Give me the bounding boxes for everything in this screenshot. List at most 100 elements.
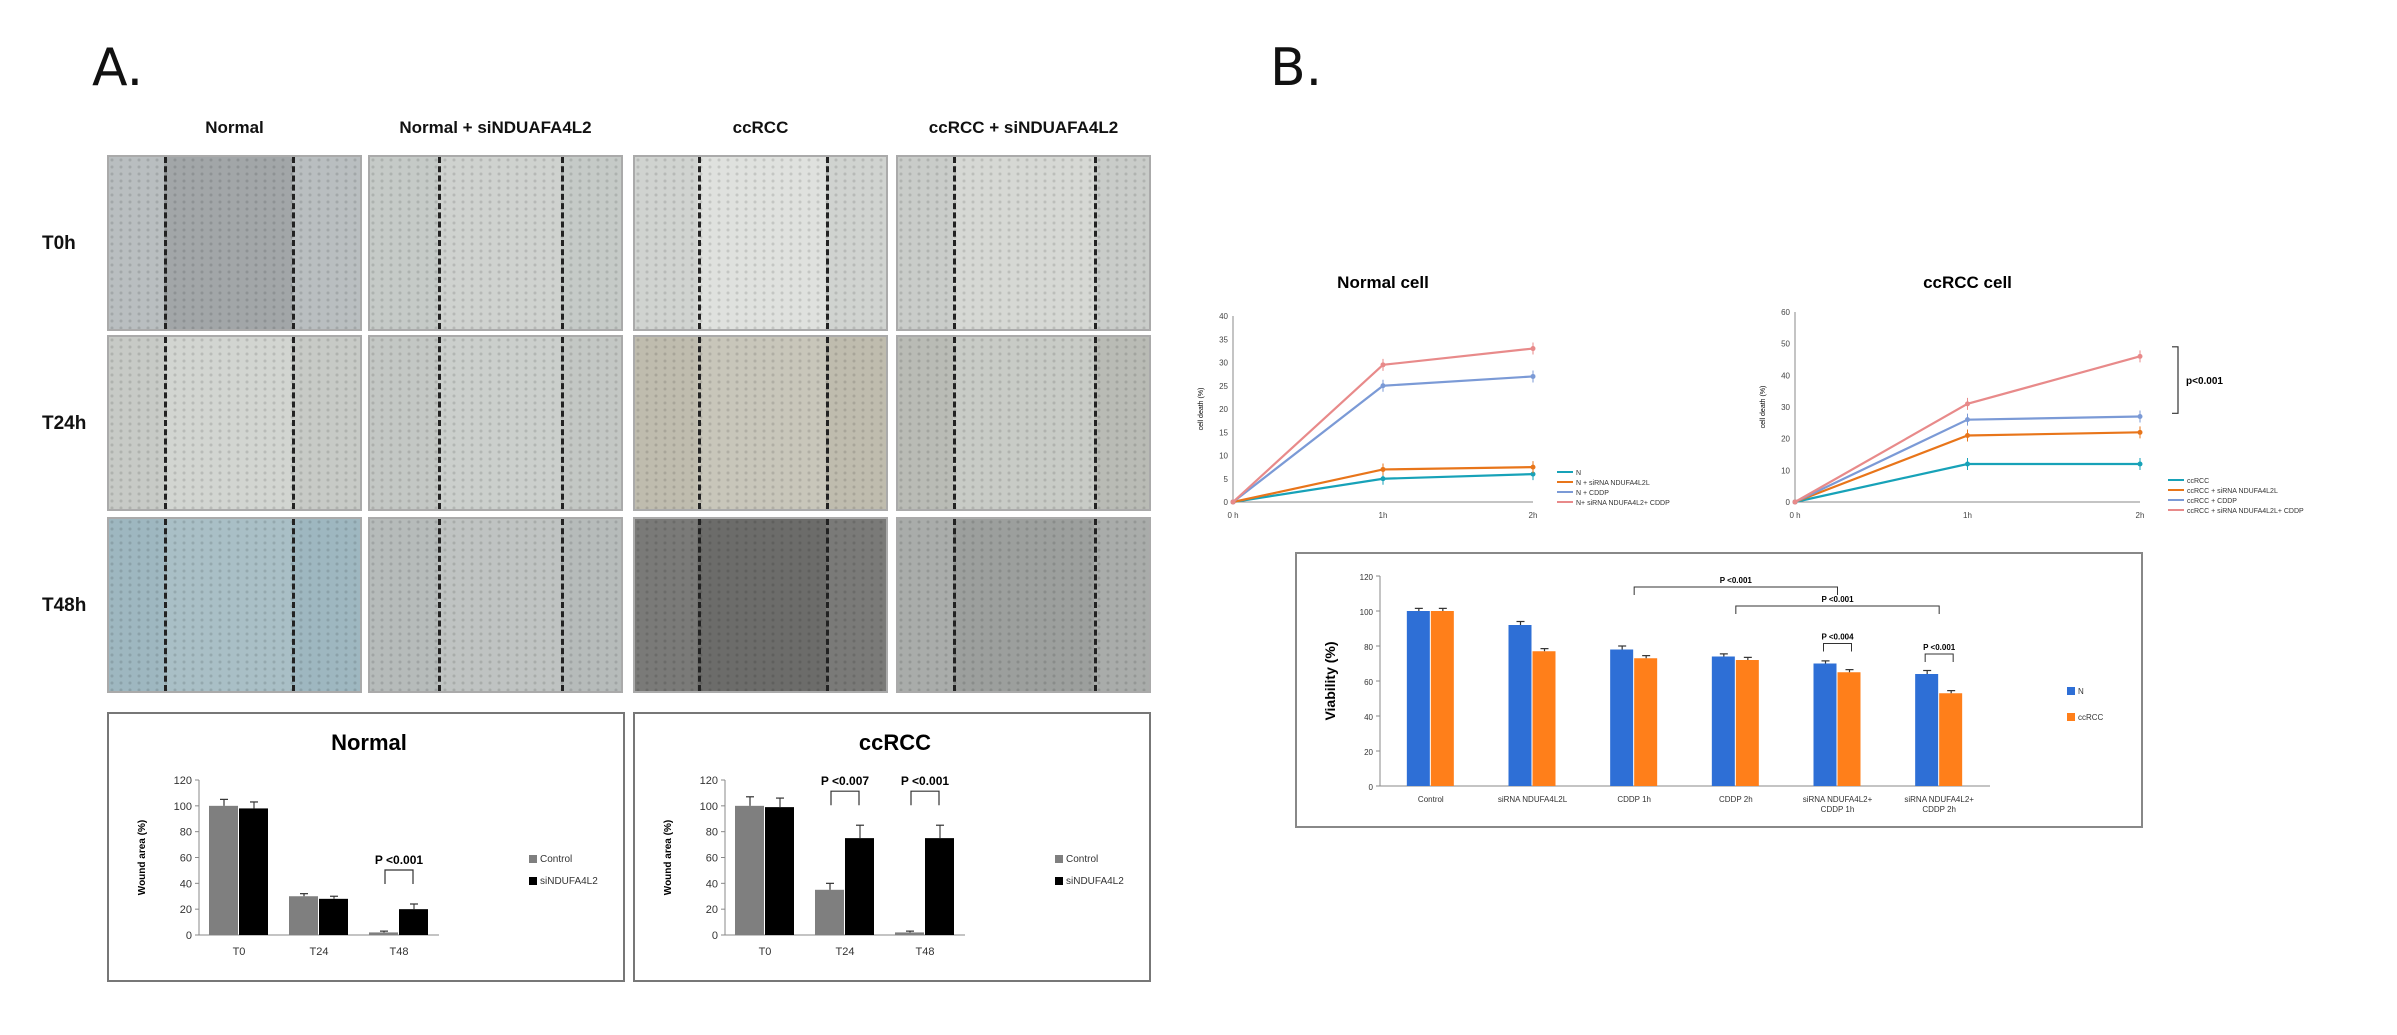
bar: [1813, 663, 1837, 786]
microscopy-image: [633, 517, 888, 693]
bar: [399, 909, 428, 935]
y-tick-label: 20: [1781, 435, 1790, 444]
bar: [1837, 672, 1861, 786]
wound-ccrcc-chart: ccRCC Wound area (%) 0 20 40 60 80 100 120 T0 T24 T…: [663, 730, 1124, 958]
significance-bracket: [1823, 643, 1852, 652]
significance-bracket: [830, 790, 860, 806]
cell-texture: [109, 337, 360, 509]
cell-texture: [635, 157, 886, 329]
significance-bracket: [1633, 586, 1838, 595]
significance-label: P <0.001: [1923, 643, 1956, 652]
bar: [1430, 611, 1454, 786]
microscopy-image: [368, 335, 623, 511]
x-tick-label: CDDP 1h: [1821, 805, 1855, 814]
microscopy-image: [107, 517, 362, 693]
column-title: Normal: [205, 118, 264, 137]
legend-label: N + siRNA NDUFA4L2L: [1576, 480, 1650, 487]
scratch-line: [437, 519, 441, 691]
bar: [209, 805, 238, 935]
column-title: ccRCC + siNDUAFA4L2: [928, 118, 1119, 137]
scratch-line: [560, 519, 564, 691]
y-tick-label: 0: [1369, 783, 1374, 792]
panel-label-b: B.: [1270, 38, 1323, 98]
y-tick-label: 80: [706, 827, 718, 839]
scratch-line: [697, 337, 701, 509]
row-title: T0h: [42, 233, 76, 254]
y-tick-label: 25: [1219, 382, 1228, 391]
y-tick-label: 120: [174, 775, 192, 787]
bar: [1508, 625, 1532, 786]
microscopy-image: [368, 155, 623, 331]
significance-label: P <0.001: [1720, 576, 1753, 585]
y-tick-label: 0: [1224, 498, 1229, 507]
scratch-line: [560, 157, 564, 329]
legend-label: ccRCC + siRNA NDUFA4L2L+ CDDP: [2187, 508, 2304, 515]
y-tick-label: 10: [1781, 466, 1790, 475]
y-axis-label: Wound area (%): [663, 820, 674, 895]
y-tick-label: 20: [180, 904, 192, 916]
bar: [1915, 674, 1939, 786]
legend-swatch: [1055, 855, 1063, 863]
y-tick-label: 0: [1786, 498, 1791, 507]
legend-label: N: [1576, 470, 1581, 477]
cell-texture: [635, 337, 886, 509]
microscopy-image: [368, 517, 623, 693]
scratch-line: [164, 337, 168, 509]
y-tick-label: 30: [1219, 359, 1228, 368]
bar: [1735, 660, 1759, 786]
y-tick-label: 60: [180, 853, 192, 865]
bar: [239, 808, 268, 935]
x-tick-label: 0 h: [1227, 511, 1238, 520]
y-tick-label: 100: [1360, 608, 1374, 617]
chart-title: ccRCC cell: [1923, 273, 2012, 292]
scratch-line: [1093, 157, 1097, 329]
cell-texture: [370, 337, 621, 509]
viability-chart: Viability (%) 0 20 40 60 80 100 120 Control siRNA…: [1322, 573, 2104, 814]
legend-label: N + CDDP: [1576, 490, 1609, 497]
y-tick-label: 40: [1219, 312, 1228, 321]
cell-texture: [898, 157, 1149, 329]
y-axis-label: cell death (%): [1198, 388, 1205, 431]
x-tick-label: 0 h: [1789, 511, 1800, 520]
significance-label: p<0.001: [2186, 376, 2223, 387]
column-title: Normal + siNDUAFA4L2: [399, 118, 592, 137]
x-tick-label: 1h: [1963, 511, 1972, 520]
x-tick-label: CDDP 2h: [1719, 795, 1753, 804]
scratch-line: [953, 519, 957, 691]
viability-frame: Viability (%) 0 20 40 60 80 100 120 Control siRNA…: [1295, 552, 2143, 828]
y-tick-label: 50: [1781, 340, 1790, 349]
x-tick-label: 1h: [1379, 511, 1388, 520]
bar: [815, 889, 844, 935]
microscopy-image: [896, 335, 1151, 511]
y-tick-label: 80: [1364, 643, 1373, 652]
legend-label: Control: [540, 854, 572, 865]
x-tick-label: 2h: [1529, 511, 1538, 520]
x-tick-label: siRNA NDUFA4L2L: [1498, 795, 1568, 804]
scratch-line: [697, 157, 701, 329]
y-tick-label: 60: [1364, 678, 1373, 687]
y-tick-label: 20: [1364, 748, 1373, 757]
y-tick-label: 5: [1224, 475, 1229, 484]
x-tick-label: T0: [233, 946, 246, 958]
y-tick-label: 120: [1360, 573, 1374, 582]
x-tick-label: T0: [759, 946, 772, 958]
legend-label: ccRCC + CDDP: [2187, 498, 2237, 505]
x-tick-label: siRNA NDUFA4L2+: [1904, 795, 1974, 804]
chart-title: Normal: [331, 730, 407, 755]
bar: [1939, 693, 1963, 786]
y-axis-label: cell death (%): [1760, 386, 1767, 429]
scratch-line: [164, 157, 168, 329]
bar: [735, 805, 764, 935]
cell-texture: [898, 337, 1149, 509]
scratch-line: [953, 337, 957, 509]
scratch-line: [292, 157, 296, 329]
bar: [1532, 651, 1556, 786]
y-tick-label: 0: [186, 930, 192, 942]
scratch-line: [292, 519, 296, 691]
bar: [925, 838, 954, 935]
y-axis-label: Wound area (%): [137, 820, 148, 895]
y-tick-label: 20: [1219, 405, 1228, 414]
legend-label: siNDUFA4L2: [540, 876, 598, 887]
scratch-line: [164, 519, 168, 691]
column-title: ccRCC: [732, 118, 789, 137]
